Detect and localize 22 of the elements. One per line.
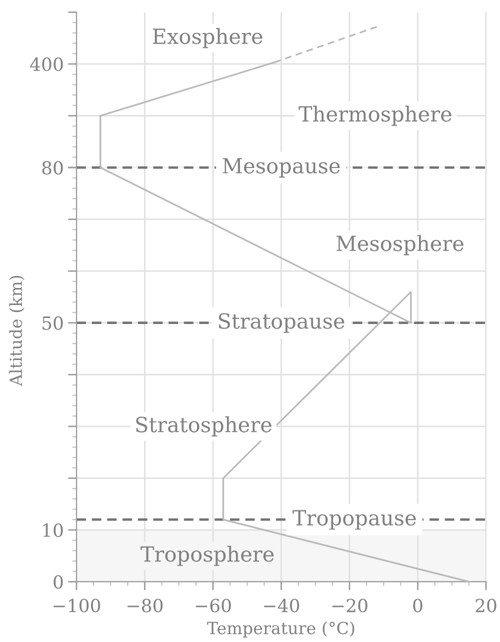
ref-line-label: Tropopause (292, 510, 416, 530)
x-tick-label: 20 (476, 598, 496, 612)
ref-line-label: Mesopause (222, 158, 340, 178)
y-tick-label: 50 (42, 316, 63, 330)
y-tick-label: 80 (42, 160, 63, 175)
y-tick-label: 0 (54, 575, 63, 589)
y-tick-label: 10 (43, 523, 63, 538)
ref-line-label: Stratopause (218, 313, 344, 333)
x-tick-label: −100 (54, 598, 100, 612)
annotation: Exosphere (152, 28, 262, 48)
annotation: Troposphere (140, 546, 274, 566)
x-tick-label: 0 (413, 598, 422, 612)
x-tick-label: −40 (264, 598, 300, 612)
y-tick-label: 400 (30, 57, 63, 72)
x-axis-title: Temperature (°C) (207, 621, 354, 638)
x-tick-label: −60 (196, 598, 231, 612)
annotation: Thermosphere (298, 106, 452, 126)
annotation: Mesosphere (336, 235, 464, 256)
x-tick-label: −20 (332, 598, 368, 612)
annotation: Stratosphere (136, 416, 272, 436)
y-axis-title: Altitude (km) (9, 276, 24, 386)
x-tick-label: −80 (128, 598, 163, 612)
